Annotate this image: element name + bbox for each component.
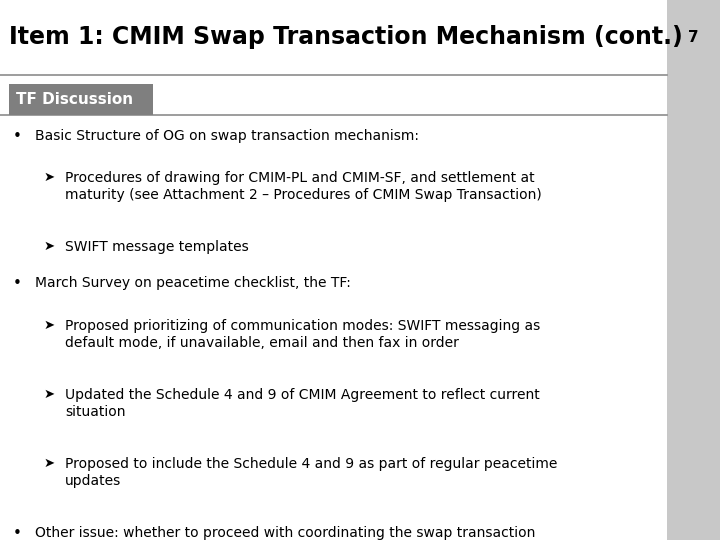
Text: Basic Structure of OG on swap transaction mechanism:: Basic Structure of OG on swap transactio… [35,129,418,143]
Text: March Survey on peacetime checklist, the TF:: March Survey on peacetime checklist, the… [35,276,351,291]
Text: ➤: ➤ [43,240,54,253]
Text: Other issue: whether to proceed with coordinating the swap transaction
mechanism: Other issue: whether to proceed with coo… [35,526,535,540]
Bar [667,0,720,540]
Text: ➤: ➤ [43,388,54,401]
Text: Procedures of drawing for CMIM-PL and CMIM-SF, and settlement at
maturity (see A: Procedures of drawing for CMIM-PL and CM… [65,171,541,202]
Text: •: • [13,129,22,144]
Text: TF Discussion: TF Discussion [16,92,133,107]
Text: 7: 7 [688,30,698,45]
Text: ➤: ➤ [43,171,54,184]
Text: •: • [13,526,22,540]
Text: SWIFT message templates: SWIFT message templates [65,240,248,254]
Text: Proposed prioritizing of communication modes: SWIFT messaging as
default mode, i: Proposed prioritizing of communication m… [65,319,540,350]
Text: Item 1: CMIM Swap Transaction Mechanism (cont.): Item 1: CMIM Swap Transaction Mechanism … [9,25,683,49]
Text: Updated the Schedule 4 and 9 of CMIM Agreement to reflect current
situation: Updated the Schedule 4 and 9 of CMIM Agr… [65,388,539,419]
Text: ➤: ➤ [43,319,54,332]
Bar [9,84,153,115]
Text: •: • [13,276,22,292]
Text: Proposed to include the Schedule 4 and 9 as part of regular peacetime
updates: Proposed to include the Schedule 4 and 9… [65,457,557,488]
Text: ➤: ➤ [43,457,54,470]
